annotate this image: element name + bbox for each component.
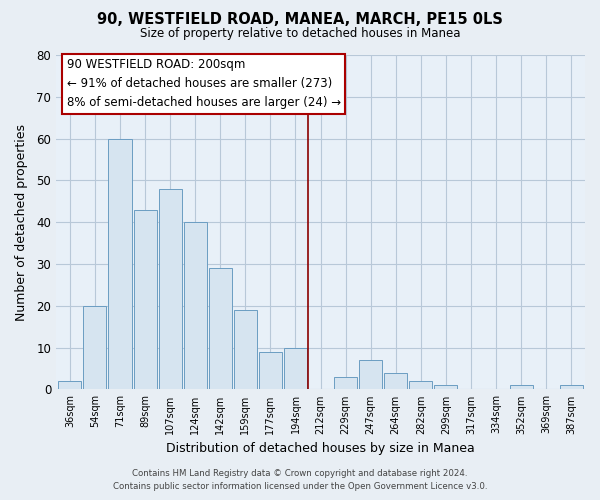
Bar: [409, 381, 433, 390]
Bar: [158, 189, 182, 390]
Bar: [209, 268, 232, 390]
X-axis label: Distribution of detached houses by size in Manea: Distribution of detached houses by size …: [166, 442, 475, 455]
Bar: [184, 222, 207, 390]
Y-axis label: Number of detached properties: Number of detached properties: [15, 124, 28, 320]
Bar: [83, 306, 106, 390]
Bar: [134, 210, 157, 390]
Bar: [384, 372, 407, 390]
Bar: [234, 310, 257, 390]
Bar: [334, 377, 357, 390]
Bar: [359, 360, 382, 390]
Text: 90 WESTFIELD ROAD: 200sqm
← 91% of detached houses are smaller (273)
8% of semi-: 90 WESTFIELD ROAD: 200sqm ← 91% of detac…: [67, 58, 341, 110]
Text: 90, WESTFIELD ROAD, MANEA, MARCH, PE15 0LS: 90, WESTFIELD ROAD, MANEA, MARCH, PE15 0…: [97, 12, 503, 28]
Text: Contains HM Land Registry data © Crown copyright and database right 2024.
Contai: Contains HM Land Registry data © Crown c…: [113, 470, 487, 491]
Bar: [284, 348, 307, 390]
Bar: [259, 352, 282, 390]
Bar: [509, 386, 533, 390]
Bar: [109, 138, 131, 390]
Text: Size of property relative to detached houses in Manea: Size of property relative to detached ho…: [140, 28, 460, 40]
Bar: [434, 386, 457, 390]
Bar: [560, 386, 583, 390]
Bar: [58, 381, 82, 390]
